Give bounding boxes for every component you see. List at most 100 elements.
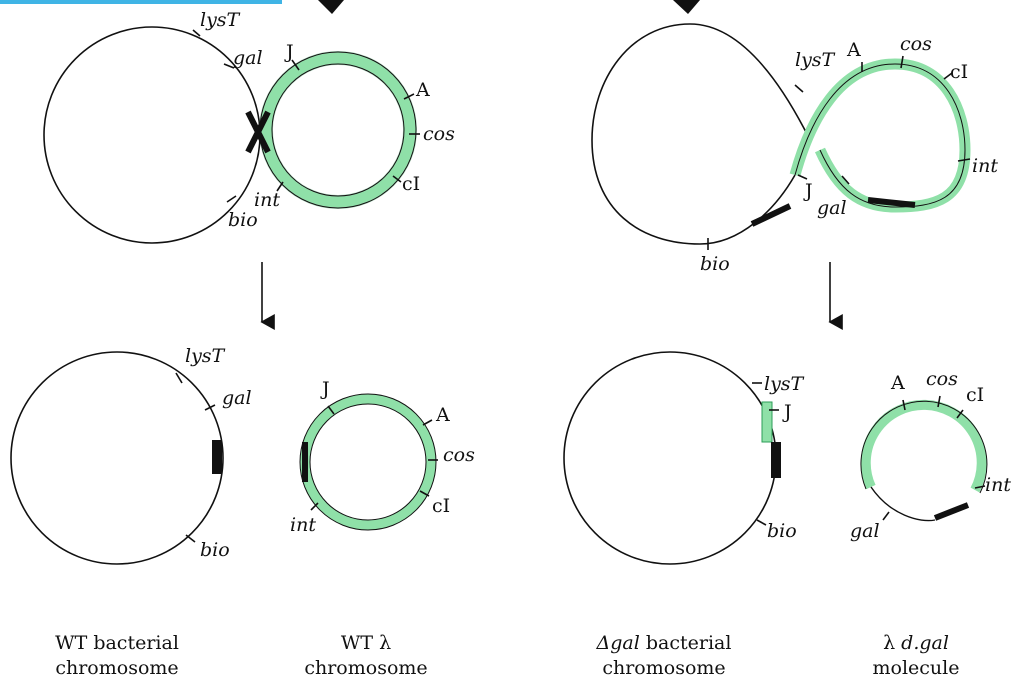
tick-gal — [841, 175, 850, 185]
caption-line1: Δgal bacterial — [564, 631, 764, 656]
label-lysT: lysT — [795, 49, 836, 71]
att-crossover — [245, 110, 271, 154]
tick-lysT — [192, 29, 201, 37]
tick-A — [403, 93, 415, 100]
caption-lambda-dgal: λ d.gal molecule — [816, 631, 1016, 681]
bacterial-chromosome — [563, 351, 777, 565]
label-bio: bio — [200, 539, 230, 561]
caption-dgal-bacterial: Δgal bacterial chromosome — [564, 631, 764, 681]
tick-int — [276, 181, 284, 192]
panel-aberrant-integration: lysT bio J gal A cos cI int — [591, 23, 998, 275]
lambda-chromosome-fill — [300, 394, 436, 530]
caption-wt-bacterial: WT bacterial chromosome — [17, 631, 217, 681]
label-cos: cos — [443, 444, 475, 466]
tick-A — [902, 399, 906, 411]
bacterial-lambda-insert — [761, 401, 773, 443]
caption-prefix: λ — [883, 632, 902, 654]
tick-lysT — [175, 372, 183, 384]
panel-wt-products: lysT gal bio J A cos cI int — [10, 345, 475, 565]
label-A: A — [890, 372, 905, 394]
label-cI: cI — [432, 495, 450, 517]
label-gal: gal — [817, 197, 847, 219]
label-gal: gal — [222, 387, 252, 409]
header-accent-bar — [0, 0, 282, 4]
label-bio: bio — [767, 520, 797, 542]
label-int: int — [290, 514, 316, 536]
tick-cI — [943, 72, 953, 80]
label-gal: gal — [850, 520, 880, 542]
label-gal: gal — [233, 47, 263, 69]
label-J: J — [320, 378, 330, 400]
tick-gal — [223, 63, 235, 69]
tick-cos — [937, 395, 941, 408]
tick-lysT — [794, 84, 804, 93]
tick-cI — [419, 490, 430, 497]
bacterial-att-block — [750, 203, 792, 227]
bacterial-chromosome — [10, 351, 224, 565]
label-bio: bio — [700, 253, 730, 275]
label-J: J — [803, 180, 813, 202]
lambda-chromosome-fill — [260, 52, 416, 208]
label-J: J — [284, 41, 294, 63]
lambda-dgal-fill — [860, 399, 987, 493]
caption-line2: chromosome — [55, 657, 179, 679]
tick-J — [291, 59, 300, 71]
lambda-dgal-edge — [860, 400, 988, 494]
lambda-chromosome-edge-inner — [271, 63, 405, 197]
tick-cI — [392, 175, 402, 183]
tick-J — [797, 174, 808, 180]
bacterial-att-block — [212, 440, 222, 474]
caption-line1: WT λ — [340, 632, 392, 654]
tick-bio — [756, 519, 767, 526]
tick-bio — [185, 534, 196, 543]
lambda-att-block — [933, 502, 970, 521]
caption-italic: d.gal — [901, 632, 949, 654]
tick-cI — [956, 409, 964, 419]
label-int: int — [985, 474, 1011, 496]
label-A: A — [435, 404, 450, 426]
label-J: J — [782, 401, 792, 423]
lambda-dgal-gap — [870, 486, 936, 522]
label-lysT: lysT — [764, 373, 805, 395]
tick-gal — [882, 511, 890, 521]
bacterial-att-block — [771, 442, 781, 478]
tick-gal — [204, 404, 216, 411]
lambda-chromosome-edge — [299, 393, 437, 531]
lambda-chromosome-edge-inner — [309, 403, 427, 521]
panel-dgal-products: lysT J bio A cos cI int gal — [563, 351, 1011, 565]
label-int: int — [972, 155, 998, 177]
caption-line2: chromosome — [304, 657, 428, 679]
lambda-att-block — [867, 197, 916, 208]
tick-cos — [900, 55, 904, 69]
caption-line2: chromosome — [602, 657, 726, 679]
label-A: A — [415, 79, 430, 101]
panel-wt-integration: lysT gal bio J A cos cI int — [43, 9, 455, 244]
lambda-chromosome-edge — [794, 63, 966, 208]
label-cos: cos — [926, 368, 958, 390]
bacterial-chromosome — [591, 23, 811, 245]
label-cI: cI — [950, 61, 968, 83]
caption-line1: λ d.gal — [816, 631, 1016, 656]
tick-A — [422, 419, 433, 426]
label-A: A — [846, 39, 861, 61]
label-cos: cos — [423, 123, 455, 145]
top-arrow-right — [673, 0, 700, 14]
label-lysT: lysT — [200, 9, 241, 31]
caption-line2: molecule — [872, 657, 960, 679]
tick-int — [310, 502, 319, 511]
label-lysT: lysT — [185, 345, 226, 367]
label-cI: cI — [402, 173, 420, 195]
caption-italic: Δgal — [596, 632, 640, 654]
tick-bio — [226, 195, 237, 203]
tick-int — [957, 158, 971, 162]
label-int: int — [254, 189, 280, 211]
label-cI: cI — [966, 384, 984, 406]
caption-line1: WT bacterial — [55, 632, 179, 654]
caption-rest: bacterial — [639, 632, 732, 654]
tick-J — [327, 405, 335, 415]
caption-wt-lambda: WT λ chromosome — [266, 631, 466, 681]
label-cos: cos — [900, 33, 932, 55]
tick-int — [974, 485, 986, 489]
lambda-chromosome-fill — [789, 58, 971, 213]
